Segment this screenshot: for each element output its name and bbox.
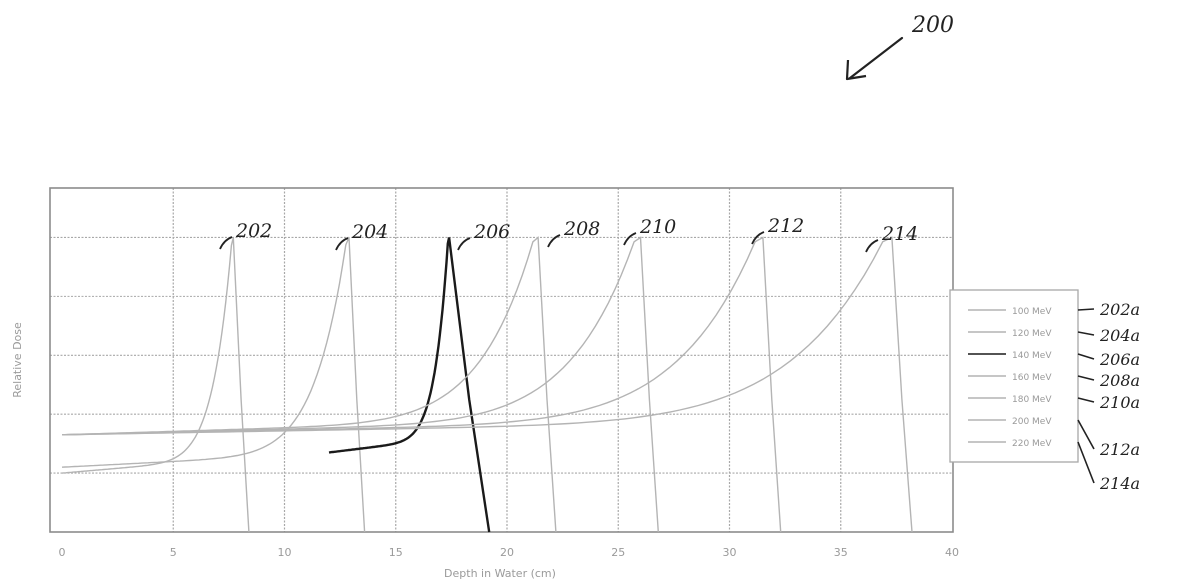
series-line [61, 237, 250, 533]
callout-leader [335, 237, 349, 251]
figure-reference: 200 [845, 13, 954, 81]
legend-callout-number: 208a [1099, 371, 1140, 390]
tick-labels: 0 5 10 15 20 25 30 35 40 [59, 546, 960, 559]
legend-callout-leader [1077, 441, 1095, 484]
callout-leader [623, 232, 637, 246]
legend-label: 220 MeV [1012, 439, 1052, 449]
legend: 100 MeV 120 MeV 140 MeV 160 MeV 180 MeV 200 M… [949, 289, 1079, 463]
callout-leader [547, 234, 561, 248]
dose-curves [61, 236, 913, 533]
x-tick-label: 20 [500, 546, 514, 559]
x-tick-label: 15 [389, 546, 403, 559]
legend-callout-leader [1077, 353, 1095, 360]
callout-number: 204 [351, 221, 388, 243]
callout-number: 212 [767, 215, 804, 237]
legend-callout-number: 214a [1099, 474, 1140, 493]
legend-callout-leader [1077, 308, 1095, 311]
legend-label: 120 MeV [1012, 329, 1052, 339]
callout-number: 210 [639, 216, 676, 238]
callouts: 202 204 206 208 210 212 214 202a 204a 206a 208a 210… [219, 215, 1140, 493]
legend-callout-leader [1077, 375, 1095, 381]
grid [50, 188, 953, 532]
series-line [61, 236, 782, 533]
legend-callout-number: 210a [1099, 393, 1140, 412]
x-tick-label: 5 [170, 546, 177, 559]
x-tick-label: 30 [723, 546, 737, 559]
legend-label: 160 MeV [1012, 373, 1052, 383]
x-tick-label: 10 [278, 546, 292, 559]
legend-callout-number: 206a [1099, 350, 1140, 369]
series-line [61, 236, 659, 533]
callout-number: 214 [881, 223, 918, 245]
legend-callout-number: 212a [1099, 440, 1140, 459]
legend-entries: 100 MeV 120 MeV 140 MeV 160 MeV 180 MeV 200 M… [968, 307, 1052, 449]
callout-leader [865, 239, 879, 253]
legend-label: 100 MeV [1012, 307, 1052, 317]
series-line [61, 237, 366, 533]
reference-arrow-head [845, 59, 867, 81]
legend-callout-number: 204a [1099, 326, 1140, 345]
series-line [61, 236, 913, 533]
callout-number: 202 [235, 220, 272, 242]
x-tick-label: 0 [59, 546, 66, 559]
callout-leader [751, 231, 765, 245]
legend-callout-leader [1077, 419, 1095, 450]
legend-callout-leader [1077, 397, 1095, 403]
y-axis-label: Relative Dose [11, 322, 24, 398]
x-tick-label: 35 [834, 546, 848, 559]
legend-callout-number: 202a [1099, 300, 1140, 319]
legend-callout-leader [1077, 331, 1095, 336]
series-line [328, 237, 491, 533]
legend-label: 180 MeV [1012, 395, 1052, 405]
callout-leader [219, 236, 233, 250]
x-tick-label: 40 [945, 546, 959, 559]
legend-label: 200 MeV [1012, 417, 1052, 427]
callout-number: 208 [563, 218, 600, 240]
callout-number: 206 [473, 221, 510, 243]
callout-leader [457, 237, 471, 251]
x-tick-label: 25 [611, 546, 625, 559]
figure-reference-number: 200 [911, 13, 954, 38]
reference-arrow-shaft [848, 36, 904, 80]
x-axis-label: Depth in Water (cm) [444, 567, 556, 580]
legend-label: 140 MeV [1012, 351, 1052, 361]
